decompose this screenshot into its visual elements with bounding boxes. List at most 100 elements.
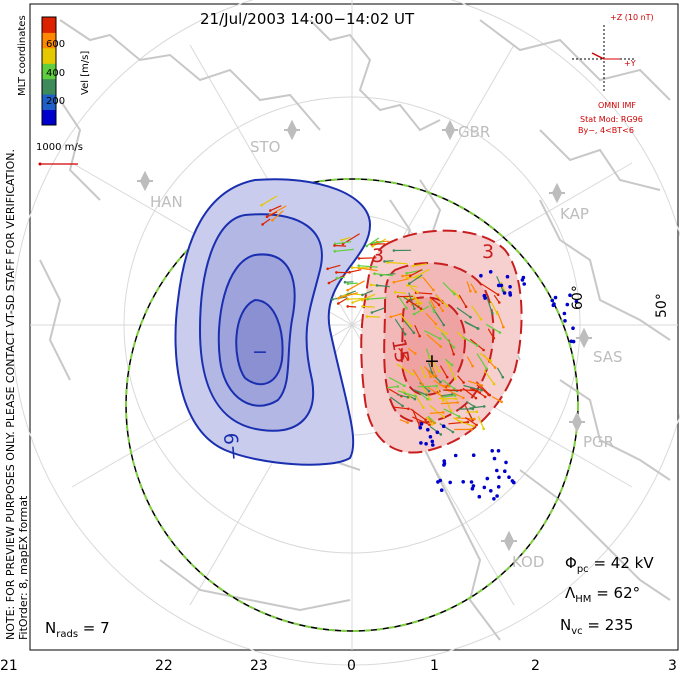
low-velocity-vector xyxy=(435,430,440,435)
velocity-vector xyxy=(428,355,440,372)
velocity-vector-origin xyxy=(479,317,483,321)
velocity-vector-origin xyxy=(260,203,263,207)
colorbar-segment xyxy=(42,109,56,126)
velocity-vector-origin xyxy=(445,332,448,336)
velocity-vector xyxy=(347,282,358,285)
velocity-vector xyxy=(338,292,359,299)
velocity-vector-origin xyxy=(483,395,487,399)
potential-max-marker: + xyxy=(424,350,440,372)
velocity-vector-origin xyxy=(361,293,364,297)
velocity-vector-origin xyxy=(498,301,501,304)
velocity-vector xyxy=(403,319,415,334)
low-velocity-vector xyxy=(448,480,453,485)
mlt-grid xyxy=(30,0,678,650)
velocity-vector-origin xyxy=(337,302,340,305)
velocity-vector-origin xyxy=(383,260,386,263)
velocity-vector-origin xyxy=(351,301,354,304)
low-velocity-vector xyxy=(571,326,575,331)
velocity-vector-origin xyxy=(434,322,438,326)
colorbar-segment xyxy=(42,32,56,49)
low-velocity-vector xyxy=(508,285,512,289)
velocity-vector-origin xyxy=(392,280,396,284)
velocity-vector xyxy=(410,286,418,293)
velocity-vector xyxy=(422,276,434,291)
low-velocity-vector xyxy=(418,425,423,430)
velocity-vector-origin xyxy=(498,331,502,334)
mlt-label-22: 22 xyxy=(155,658,173,674)
low-velocity-vector xyxy=(563,319,567,323)
low-velocity-vector xyxy=(430,439,435,444)
hm-boundary-overlay xyxy=(125,178,579,632)
velocity-vector-origin xyxy=(271,219,274,222)
colorbar-label: Vel [m/s] xyxy=(80,51,91,95)
velocity-vector-origin xyxy=(422,406,425,409)
low-velocity-vector xyxy=(502,291,507,295)
low-velocity-vector xyxy=(471,484,476,488)
velocity-vector xyxy=(358,257,377,259)
velocity-vector xyxy=(407,347,416,354)
contour-label-pos-3b: 3 xyxy=(482,241,494,263)
station-label-gbr: GBR xyxy=(458,123,490,141)
low-velocity-vector xyxy=(441,424,446,429)
imf-condition-label: By−, 4<BT<6 xyxy=(578,126,634,135)
velocity-vector-origin xyxy=(375,284,379,287)
contour-label-pos-15: 15 xyxy=(387,337,413,365)
velocity-vector xyxy=(407,284,418,288)
imf-vector xyxy=(591,52,605,60)
velocity-vector-origin xyxy=(401,274,404,278)
low-velocity-vector xyxy=(503,469,507,474)
velocity-vector-origin xyxy=(482,427,486,431)
velocity-vector-origin xyxy=(346,297,350,301)
low-velocity-vector xyxy=(492,497,496,501)
colorbar-segment xyxy=(42,63,56,80)
velocity-vector xyxy=(487,328,495,339)
low-velocity-vector xyxy=(565,302,570,307)
velocity-vector xyxy=(496,276,504,291)
low-velocity-vector xyxy=(507,475,511,480)
low-velocity-vector xyxy=(488,270,493,274)
velocity-vector xyxy=(261,195,278,206)
low-velocity-vector xyxy=(492,456,497,461)
scale-vector-label: 1000 m/s xyxy=(36,142,83,153)
velocity-vector-origin xyxy=(462,396,465,400)
velocity-vector-origin xyxy=(425,393,428,397)
fit-order-note: FitOrder: 8, mapEX format xyxy=(17,495,30,640)
velocity-vector-origin xyxy=(492,382,496,386)
velocity-vector-origin xyxy=(474,396,478,400)
velocity-vector xyxy=(390,396,403,407)
velocity-vector-origin xyxy=(450,363,454,367)
velocity-vector-origin xyxy=(419,302,423,305)
velocity-vector-origin xyxy=(409,324,413,328)
velocity-vector xyxy=(266,211,278,218)
velocity-vector-origin xyxy=(333,250,337,253)
velocity-vector-origin xyxy=(442,415,445,419)
velocity-vector xyxy=(407,299,422,310)
velocity-vector-origin xyxy=(411,264,415,268)
velocity-vector-origin xyxy=(414,352,417,355)
velocity-vector xyxy=(426,333,442,347)
velocity-vector-origin xyxy=(406,395,410,399)
velocity-vector-origin xyxy=(337,296,341,300)
low-velocity-vector xyxy=(505,274,510,279)
colorbar-tick-200: 200 xyxy=(46,96,65,107)
mlt-label-3: 3 xyxy=(668,658,677,674)
velocity-vector-origin xyxy=(419,307,423,311)
low-velocity-vector xyxy=(522,282,526,286)
velocity-vector-origin xyxy=(459,389,463,392)
low-velocity-vector xyxy=(419,441,423,445)
velocity-vector xyxy=(423,366,435,378)
low-velocity-vector xyxy=(553,295,558,300)
velocity-vector xyxy=(444,398,452,412)
velocity-vector xyxy=(327,264,341,270)
velocity-vector xyxy=(452,417,463,423)
velocity-vector-origin xyxy=(432,375,436,379)
imf-y-label: +Y xyxy=(624,59,636,68)
low-velocity-vector xyxy=(497,475,501,480)
velocity-vector-origin xyxy=(438,369,441,373)
low-velocity-vector xyxy=(495,494,499,498)
velocity-vector-origin xyxy=(469,315,472,319)
negative-convection-cell xyxy=(174,178,372,466)
velocity-vector xyxy=(384,260,394,262)
velocity-vector xyxy=(417,385,437,388)
velocity-vector-origin xyxy=(439,433,443,436)
